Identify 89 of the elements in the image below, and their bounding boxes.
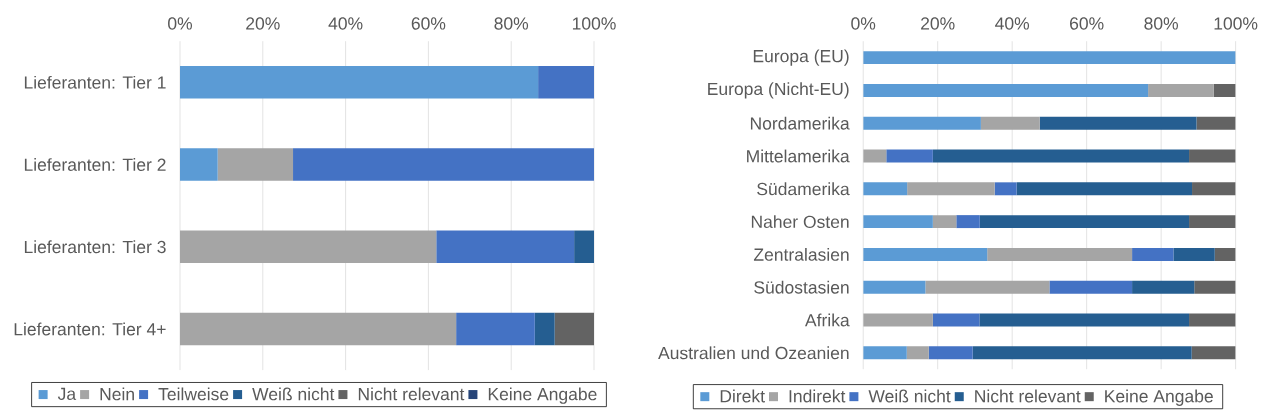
bar — [1191, 346, 1236, 360]
y-tick-label: Afrika — [804, 313, 850, 327]
bar — [1213, 83, 1236, 97]
legend-label: Indirekt — [789, 389, 846, 403]
bar — [863, 215, 933, 229]
bar — [956, 215, 980, 229]
x-tick-label: 60% — [411, 17, 446, 30]
legend-label: Weiß nicht — [252, 387, 335, 401]
bar — [932, 215, 957, 229]
bar — [863, 247, 988, 261]
x-tick-label: 80% — [494, 17, 529, 30]
y-tick-label: Südamerika — [757, 182, 850, 196]
bar — [987, 247, 1133, 261]
x-tick-label: 80% — [1144, 17, 1179, 30]
bar — [538, 66, 594, 99]
bar — [1189, 313, 1236, 327]
legend-label: Direkt — [720, 389, 765, 403]
x-tick-label: 100% — [572, 17, 616, 30]
bar — [1189, 149, 1236, 163]
bar — [180, 312, 457, 346]
legend-label: Keine Angabe — [488, 387, 597, 404]
legend-label: Nein — [100, 387, 134, 401]
bar — [886, 149, 933, 163]
bar — [217, 148, 294, 181]
bar — [554, 312, 594, 346]
bar — [972, 346, 1192, 360]
bar — [863, 313, 933, 327]
y-tick-label: Zentralasien — [753, 247, 849, 261]
bar — [1132, 280, 1195, 294]
y-tick-label: Nordamerika — [750, 116, 850, 130]
x-tick-label: 20% — [921, 17, 955, 30]
bar — [293, 148, 594, 181]
x-tick-label: 40% — [995, 17, 1030, 30]
bar — [907, 182, 995, 196]
bar — [1132, 247, 1174, 261]
bar — [1039, 116, 1197, 130]
bar — [1148, 83, 1214, 97]
x-tick-label: 60% — [1070, 17, 1104, 30]
bar — [928, 346, 973, 360]
bar — [1049, 280, 1133, 294]
bar — [574, 230, 594, 263]
bar — [979, 215, 1190, 229]
bar — [456, 312, 535, 346]
y-tick-label: Mittelamerika — [747, 149, 850, 163]
bar — [180, 66, 539, 99]
x-tick-label: 0% — [168, 17, 193, 30]
bar — [863, 346, 907, 360]
bar — [994, 182, 1017, 196]
y-tick-label: Naher Osten — [751, 215, 849, 229]
legend-label: Keine Angabe — [1105, 389, 1213, 406]
bar — [180, 148, 218, 181]
bar — [980, 116, 1040, 130]
legend-label: Nicht relevant — [358, 387, 465, 401]
x-tick-label: 40% — [328, 17, 363, 30]
bar — [1192, 182, 1236, 196]
legend-label: Teilweise — [158, 387, 229, 401]
x-tick-label: 20% — [246, 17, 280, 30]
bar — [436, 230, 575, 263]
y-tick-label: Lieferanten: Tier 1 — [24, 75, 166, 89]
bar — [534, 312, 555, 346]
bar — [1196, 116, 1236, 130]
legend-label: Weiß nicht — [868, 389, 951, 403]
y-tick-label: Südostasien — [754, 280, 849, 294]
bar — [863, 116, 981, 130]
legend-label: Nicht relevant — [975, 389, 1081, 403]
y-tick-label: Lieferanten: Tier 4+ — [14, 322, 166, 336]
bar — [932, 149, 1190, 163]
bar — [863, 280, 926, 294]
bar — [180, 230, 437, 263]
bar — [1194, 280, 1236, 294]
bar — [863, 83, 1149, 97]
bar — [1173, 247, 1215, 261]
y-tick-label: Lieferanten: Tier 3 — [24, 240, 166, 254]
y-tick-label: Lieferanten: Tier 2 — [24, 158, 166, 171]
bar — [863, 182, 908, 196]
bar — [1016, 182, 1193, 196]
y-tick-label: Australien und Ozeanien — [658, 346, 849, 360]
bar — [979, 313, 1190, 327]
legend-label: Ja — [57, 387, 77, 401]
bar — [1189, 215, 1236, 229]
bar — [906, 346, 929, 360]
bar — [863, 51, 1236, 65]
x-tick-label: 100% — [1214, 17, 1258, 30]
y-tick-label: Europa (EU) — [753, 49, 849, 66]
y-tick-label: Europa (Nicht-EU) — [708, 82, 849, 99]
bar — [925, 280, 1050, 294]
bar — [1214, 247, 1236, 261]
x-tick-label: 0% — [851, 17, 876, 30]
bar — [932, 313, 980, 327]
